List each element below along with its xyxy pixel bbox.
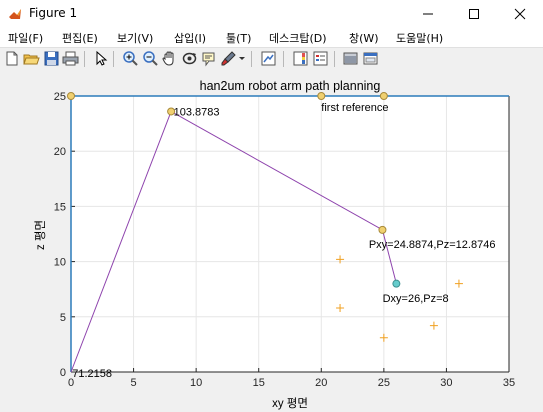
data-annotation: 71.2158 (72, 368, 112, 380)
brush-icon[interactable] (220, 50, 237, 67)
target-point (429, 321, 438, 330)
target-point (379, 333, 388, 342)
y-tick-label: 10 (54, 257, 66, 269)
toolbar-separator (251, 51, 252, 67)
legend-icon[interactable] (312, 50, 329, 67)
data-annotation: Dxy=26,Pz=8 (383, 293, 449, 305)
toolbar-separator (84, 51, 85, 67)
y-tick-label: 25 (54, 91, 66, 103)
maximize-icon (469, 8, 479, 19)
joint-marker (317, 92, 326, 100)
zoom-in-icon[interactable] (122, 50, 139, 67)
target-point (336, 303, 345, 312)
y-tick-label: 20 (54, 146, 66, 158)
menu-view[interactable]: 보기(V) (117, 32, 154, 45)
toolbar-separator (283, 51, 284, 67)
menu-file[interactable]: 파일(F) (8, 32, 44, 45)
show-plot-tools-icon[interactable] (362, 50, 379, 67)
x-tick-label: 10 (190, 377, 202, 389)
close-icon (514, 8, 526, 19)
open-file-icon[interactable] (23, 50, 40, 67)
plot-background (71, 96, 509, 372)
save-icon[interactable] (43, 50, 60, 67)
window-title: Figure 1 (29, 6, 78, 20)
joint-marker (67, 92, 75, 100)
menu-help[interactable]: 도움말(H) (396, 32, 444, 45)
data-annotation: Pxy=24.8874,Pz=12.8746 (369, 239, 496, 251)
menu-insert[interactable]: 삽입(I) (174, 32, 207, 45)
print-icon[interactable] (62, 50, 79, 67)
select-arrow-icon[interactable] (92, 50, 109, 67)
minimize-icon (423, 13, 433, 14)
link-plot-icon[interactable] (260, 50, 277, 67)
chart-title: han2um robot arm path planning (200, 79, 381, 93)
joint-marker (379, 92, 388, 100)
close-button[interactable] (497, 0, 543, 27)
arm-path-line (70, 110, 397, 373)
minimize-button[interactable] (405, 0, 451, 27)
y-axis-label: z 평면 (34, 220, 47, 250)
menu-edit[interactable]: 편집(E) (62, 32, 98, 45)
hide-plot-tools-icon[interactable] (342, 50, 359, 67)
x-tick-label: 25 (378, 377, 390, 389)
title-bar: Figure 1 (0, 0, 543, 27)
x-tick-label: 0 (68, 377, 74, 389)
new-figure-icon[interactable] (3, 50, 20, 67)
target-point (336, 255, 345, 264)
menu-tools[interactable]: 툴(T) (226, 32, 252, 45)
toolbar-separator (334, 51, 335, 67)
zoom-out-icon[interactable] (142, 50, 159, 67)
y-tick-label: 15 (54, 201, 66, 213)
joint-marker (378, 225, 387, 234)
end-effector-marker (392, 279, 401, 288)
menu-desktop[interactable]: 데스크탑(D) (269, 32, 327, 45)
plot-axes[interactable]: 0 5 10 15 20 25 30 35 0 5 10 15 20 25 103.8783 first r… (0, 70, 543, 412)
x-tick-label: 35 (503, 377, 515, 389)
x-tick-label: 20 (315, 377, 327, 389)
data-annotation: first reference (321, 102, 388, 114)
target-point (454, 279, 463, 288)
figure-toolbar (0, 47, 543, 71)
rotate-3d-icon[interactable] (181, 50, 198, 67)
matlab-icon (9, 9, 21, 19)
toolbar-separator (113, 51, 114, 67)
pan-hand-icon[interactable] (161, 50, 178, 67)
figure-canvas: 0 5 10 15 20 25 30 35 0 5 10 15 20 25 103.8783 first r… (0, 70, 543, 412)
y-tick-label: 0 (60, 367, 66, 379)
data-annotation: 103.8783 (174, 106, 220, 118)
maximize-button[interactable] (451, 0, 497, 27)
brush-dropdown-icon[interactable] (237, 50, 247, 67)
x-tick-label: 15 (253, 377, 265, 389)
joint-marker (167, 107, 176, 116)
data-cursor-icon[interactable] (201, 50, 218, 67)
menu-bar: 파일(F) 편집(E) 보기(V) 삽입(I) 툴(T) 데스크탑(D) 창(W… (0, 27, 543, 47)
colorbar-icon[interactable] (292, 50, 309, 67)
y-tick-label: 5 (60, 312, 66, 324)
x-axis-label: xy 평면 (272, 397, 308, 410)
menu-window[interactable]: 창(W) (349, 32, 379, 45)
x-tick-label: 30 (440, 377, 452, 389)
x-tick-label: 5 (131, 377, 137, 389)
